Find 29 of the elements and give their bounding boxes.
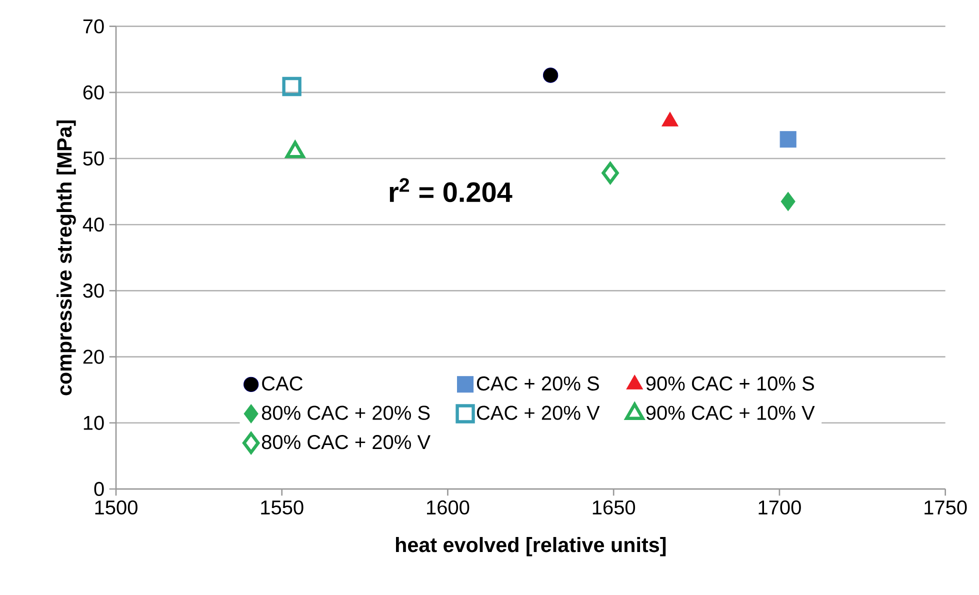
y-tick-label: 50 (83, 151, 104, 166)
y-tick-label: 0 (94, 482, 104, 496)
legend-label: 80% CAC + 20% V (262, 435, 430, 450)
point (602, 162, 619, 184)
point (282, 76, 302, 96)
point (542, 68, 558, 83)
y-tick-label: 40 (82, 218, 104, 232)
y-axis-title: compressive streghth [MPa] (56, 120, 76, 396)
x-tick-label: 1700 (758, 500, 801, 515)
y-tick-label: 10 (84, 416, 104, 430)
annotation: r$^{2}$ = 0.204 (390, 178, 512, 202)
legend-label: CAC + 20% V (476, 406, 600, 420)
legend-label: 90% CAC + 10% V (646, 406, 815, 420)
legend-label: CAC + 20% S (476, 376, 599, 391)
y-tick-label: 20 (83, 350, 104, 364)
legend-label: CAC (262, 376, 303, 391)
x-tick-label: 1500 (95, 500, 138, 515)
y-tick-label: 60 (83, 85, 104, 100)
x-tick-label: 1550 (261, 500, 304, 515)
point (780, 131, 796, 148)
x-tick-label: 1750 (924, 500, 967, 515)
legend-label: 90% CAC + 10% S (646, 376, 814, 391)
point (780, 192, 796, 212)
y-tick-label: 70 (83, 19, 104, 34)
y-tick-label: 30 (83, 284, 104, 298)
x-tick-label: 1650 (592, 500, 636, 515)
x-axis-title: heat evolved [relative units] (396, 537, 666, 556)
x-tick-label: 1600 (427, 500, 470, 515)
legend-label: 80% CAC + 20% S (262, 406, 430, 420)
